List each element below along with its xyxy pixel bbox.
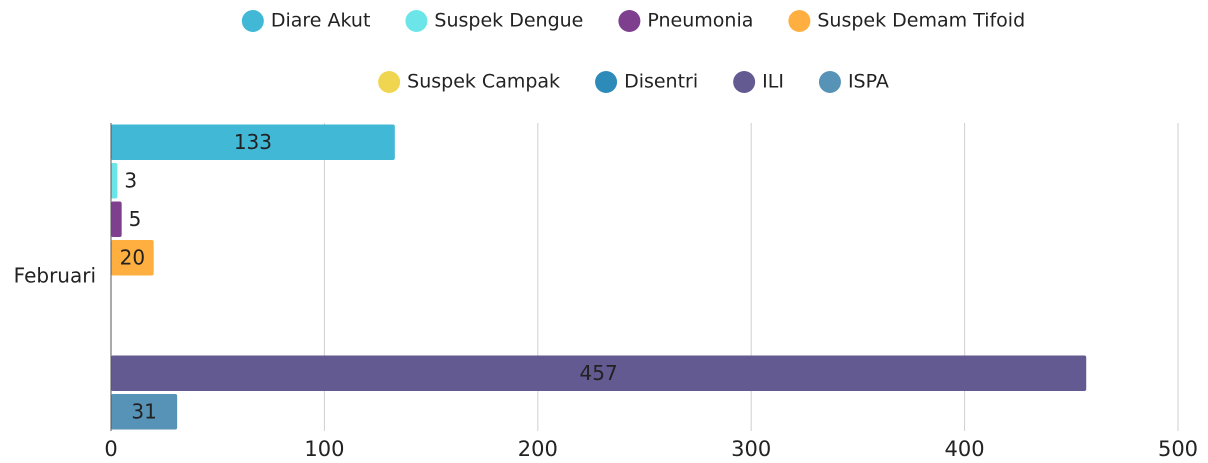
legend-marker (788, 10, 811, 32)
data-label: 3 (124, 168, 137, 192)
bar (111, 355, 1087, 391)
legend-label: Suspek Dengue (434, 10, 583, 32)
data-label: 5 (129, 207, 142, 231)
legend-label: Suspek Demam Tifoid (817, 10, 1025, 32)
legend-label: Suspek Campak (407, 71, 560, 93)
legend-marker (405, 10, 428, 32)
legend-marker (618, 10, 641, 32)
legend-label: ILI (762, 71, 784, 93)
legend-label: ISPA (848, 71, 889, 93)
x-tick-label: 300 (731, 437, 771, 461)
legend-marker (241, 10, 264, 32)
data-label: 457 (580, 361, 618, 385)
x-tick-label: 0 (104, 437, 117, 461)
bar (111, 163, 118, 199)
x-tick-label: 100 (304, 437, 344, 461)
bar (111, 201, 122, 237)
legend-label: Disentri (624, 71, 698, 93)
legend-marker (595, 71, 618, 93)
data-label: 133 (234, 130, 272, 154)
legend-label: Diare Akut (271, 10, 371, 32)
x-tick-label: 200 (518, 437, 558, 461)
bar (111, 240, 154, 276)
bar (111, 124, 395, 160)
legend-marker (378, 71, 401, 93)
data-label: 31 (131, 399, 156, 423)
legend-marker (818, 71, 841, 93)
legend-marker (733, 71, 756, 93)
y-tick-label: Februari (14, 264, 96, 288)
bar (111, 394, 178, 430)
legend-label: Pneumonia (647, 10, 753, 32)
data-label: 20 (120, 245, 145, 269)
x-tick-label: 500 (1158, 437, 1198, 461)
x-tick-label: 400 (945, 437, 985, 461)
